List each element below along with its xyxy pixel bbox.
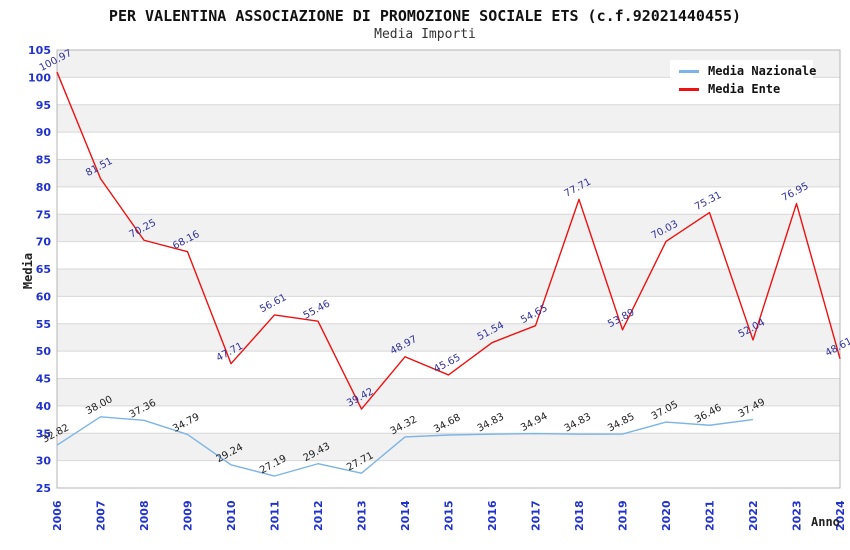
legend-label-media-nazionale: Media Nazionale [708, 64, 817, 78]
x-axis-tick-label: 2012 [312, 500, 325, 531]
y-axis-tick-label: 25 [36, 482, 51, 495]
plot-band [57, 296, 840, 324]
y-axis-tick-label: 105 [28, 44, 51, 57]
y-axis-tick-label: 30 [36, 455, 52, 468]
y-axis-tick-label: 60 [36, 290, 52, 303]
x-axis-tick-label: 2018 [573, 500, 586, 531]
x-axis-title: Anno [811, 515, 840, 529]
y-axis-tick-label: 35 [36, 427, 51, 440]
plot-band [57, 186, 840, 215]
plot-band [57, 378, 840, 406]
x-axis-tick-label: 2009 [182, 500, 195, 531]
x-axis-tick-label: 2014 [399, 500, 412, 531]
legend-label-media-ente: Media Ente [708, 82, 781, 96]
y-axis-tick-label: 50 [36, 345, 52, 358]
chart-subtitle: Media Importi [374, 27, 476, 42]
legend-swatch-media-ente [679, 87, 699, 91]
plot-border [56, 49, 841, 489]
plot-band [57, 214, 840, 242]
plot-band [57, 132, 840, 160]
x-axis-tick-label: 2016 [486, 500, 499, 531]
x-axis-tick-label: 2024 [834, 500, 847, 531]
legend: Media Nazionale Media Ente [670, 60, 817, 100]
y-axis-tick-label: 75 [36, 208, 51, 221]
y-axis-title: Media [21, 252, 35, 290]
x-axis-tick-label: 2006 [51, 500, 64, 531]
x-axis-tick-label: 2007 [95, 500, 108, 531]
plot-band [57, 104, 840, 133]
x-axis-tick-label: 2017 [530, 500, 543, 531]
plot-band [57, 460, 840, 488]
y-axis-tick-label: 65 [36, 263, 51, 276]
y-axis-tick-label: 80 [36, 181, 52, 194]
y-axis-tick-label: 95 [36, 99, 51, 112]
x-axis-tick-label: 2020 [660, 500, 673, 531]
legend-swatch-media-nazionale [679, 69, 699, 73]
y-axis-tick-label: 45 [36, 373, 51, 386]
legend-item-media-nazionale: Media Nazionale [670, 62, 817, 80]
y-axis-tick-label: 85 [36, 154, 51, 167]
plot-band [57, 351, 840, 379]
plot-band [57, 241, 840, 269]
y-axis-tick-label: 55 [36, 318, 51, 331]
x-axis-tick-label: 2015 [443, 500, 456, 531]
plot-band [57, 405, 840, 434]
x-axis-tick-label: 2013 [356, 500, 369, 531]
x-axis-tick-label: 2019 [617, 500, 630, 531]
x-axis-tick-label: 2010 [225, 500, 238, 531]
plot-band [57, 269, 840, 297]
plot-band [57, 159, 840, 187]
x-axis-tick-label: 2023 [791, 500, 804, 531]
y-axis-tick-label: 40 [36, 400, 52, 413]
legend-item-media-ente: Media Ente [670, 80, 813, 98]
x-axis-tick-label: 2021 [704, 500, 717, 531]
y-axis-tick-label: 100 [28, 71, 51, 84]
y-axis-tick-label: 90 [36, 126, 52, 139]
plot-band [57, 323, 840, 352]
series-line-media-ente [56, 71, 841, 410]
chart-title: PER VALENTINA ASSOCIAZIONE DI PROMOZIONE… [108, 7, 742, 25]
series-line-media-nazionale [56, 416, 754, 477]
x-axis-tick-label: 2022 [747, 500, 760, 531]
x-axis-tick-label: 2011 [269, 500, 282, 531]
y-axis-tick-label: 70 [36, 236, 52, 249]
plot-band [57, 433, 840, 461]
x-axis-tick-label: 2008 [138, 500, 151, 531]
